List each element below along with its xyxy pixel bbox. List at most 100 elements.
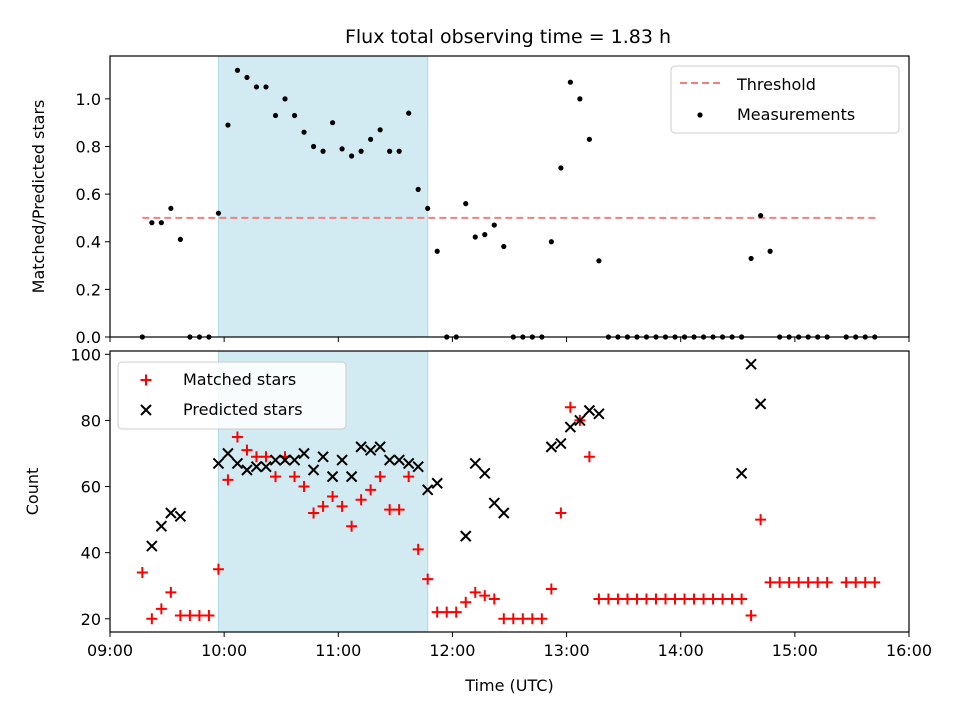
predicted-star-point bbox=[250, 460, 263, 473]
matched-star-point bbox=[193, 609, 205, 621]
matched-star-point bbox=[346, 520, 358, 532]
matched-star-point bbox=[669, 593, 681, 605]
matched-star-point bbox=[793, 576, 805, 588]
predicted-star-point bbox=[269, 454, 282, 466]
matched-star-point bbox=[231, 431, 243, 443]
matched-star-point bbox=[250, 451, 262, 463]
measurement-point bbox=[339, 146, 345, 152]
x-axis-label: Time (UTC) bbox=[464, 676, 553, 695]
y-tick-label: 0.2 bbox=[76, 280, 101, 299]
y-tick-label: 0.6 bbox=[76, 185, 101, 204]
measurement-point bbox=[758, 212, 764, 219]
predicted-star-point bbox=[745, 358, 757, 370]
matched-star-point bbox=[498, 613, 510, 625]
matched-star-point bbox=[222, 474, 234, 486]
highlight-span bbox=[218, 56, 428, 337]
measurement-point bbox=[177, 236, 183, 242]
matched-star-point bbox=[479, 590, 491, 602]
matched-star-point bbox=[774, 576, 786, 588]
legend-frame bbox=[670, 65, 900, 134]
matched-star-point bbox=[612, 593, 624, 605]
predicted-star-point bbox=[754, 398, 767, 410]
predicted-star-point bbox=[555, 437, 567, 450]
matched-star-point bbox=[212, 563, 224, 575]
measurement-point bbox=[501, 243, 507, 250]
matched-star-point bbox=[736, 593, 748, 605]
measurement-point bbox=[149, 220, 155, 226]
matched-star-point bbox=[564, 401, 576, 413]
predicted-star-point bbox=[431, 477, 443, 489]
predicted-star-point bbox=[498, 507, 510, 519]
predicted-star-point bbox=[326, 470, 339, 483]
matched-star-point bbox=[384, 504, 396, 516]
predicted-star-point bbox=[241, 464, 253, 476]
x-tick-label: 16:00 bbox=[886, 641, 932, 660]
predicted-star-point bbox=[279, 454, 291, 466]
y-axis-label: Matched/Predicted stars bbox=[29, 100, 48, 294]
matched-star-point bbox=[136, 566, 148, 578]
matched-star-point bbox=[621, 593, 633, 605]
matched-star-point bbox=[602, 593, 614, 605]
measurement-point bbox=[225, 122, 231, 128]
y-tick-label: 0.8 bbox=[76, 137, 101, 156]
matched-star-point bbox=[717, 593, 729, 605]
matched-star-point bbox=[726, 593, 738, 605]
predicted-star-point bbox=[222, 447, 234, 460]
matched-star-point bbox=[802, 576, 814, 588]
predicted-star-point bbox=[146, 540, 158, 552]
measurement-point bbox=[272, 112, 279, 119]
x-tick-label: 15:00 bbox=[772, 641, 818, 660]
matched-star-point bbox=[184, 609, 196, 621]
matched-star-point bbox=[631, 593, 643, 605]
legend-measurements-swatch bbox=[697, 112, 703, 118]
measurement-point bbox=[396, 148, 402, 154]
measurement-point bbox=[368, 136, 374, 142]
measurement-point bbox=[415, 186, 421, 192]
matched-star-point bbox=[650, 593, 662, 605]
legend: Threshold Measurements bbox=[670, 65, 900, 134]
measurement-point bbox=[748, 255, 754, 262]
measurement-point bbox=[168, 205, 174, 212]
matched-star-point bbox=[783, 576, 795, 588]
matched-star-point bbox=[289, 471, 301, 483]
predicted-star-point bbox=[231, 457, 244, 470]
measurement-point bbox=[244, 74, 250, 81]
matched-star-point bbox=[507, 613, 519, 625]
matched-star-point bbox=[859, 576, 871, 588]
matched-star-point bbox=[403, 471, 415, 483]
measurement-point bbox=[291, 112, 298, 119]
predicted-star-point bbox=[374, 441, 386, 453]
predicted-star-point bbox=[421, 484, 434, 496]
matched-star-point bbox=[441, 606, 453, 618]
predicted-star-point bbox=[735, 467, 748, 480]
matched-star-point bbox=[317, 500, 329, 512]
ratio-panel: 0.0 0.2 0.4 0.6 0.8 1.0 Matched/Predicted star… bbox=[29, 55, 910, 347]
measurement-point bbox=[387, 148, 393, 154]
matched-star-point bbox=[450, 606, 462, 618]
matched-star-point bbox=[764, 576, 776, 588]
matched-star-point bbox=[155, 603, 167, 615]
measurement-point bbox=[482, 232, 488, 238]
measurement-point bbox=[358, 148, 364, 154]
y-tick-label: 1.0 bbox=[76, 90, 101, 109]
x-tick-label: 13:00 bbox=[544, 641, 590, 660]
matched-star-point bbox=[327, 490, 339, 502]
matched-star-point bbox=[640, 593, 652, 605]
measurement-point bbox=[320, 148, 326, 154]
measurement-point bbox=[491, 222, 497, 228]
matched-star-point bbox=[412, 543, 424, 555]
matched-star-point bbox=[812, 576, 824, 588]
y-tick-label: 0.0 bbox=[76, 328, 101, 347]
measurement-point bbox=[577, 96, 583, 102]
y-tick-label: 60 bbox=[81, 478, 101, 497]
matched-star-point bbox=[840, 576, 852, 588]
predicted-star-point bbox=[402, 457, 415, 470]
matched-star-point bbox=[174, 609, 186, 621]
matched-star-point bbox=[270, 471, 282, 483]
predicted-star-point bbox=[317, 451, 329, 463]
matched-star-point bbox=[688, 593, 700, 605]
matched-star-point bbox=[298, 481, 310, 493]
y-tick-label: 40 bbox=[81, 544, 101, 563]
matched-star-point bbox=[698, 593, 710, 605]
